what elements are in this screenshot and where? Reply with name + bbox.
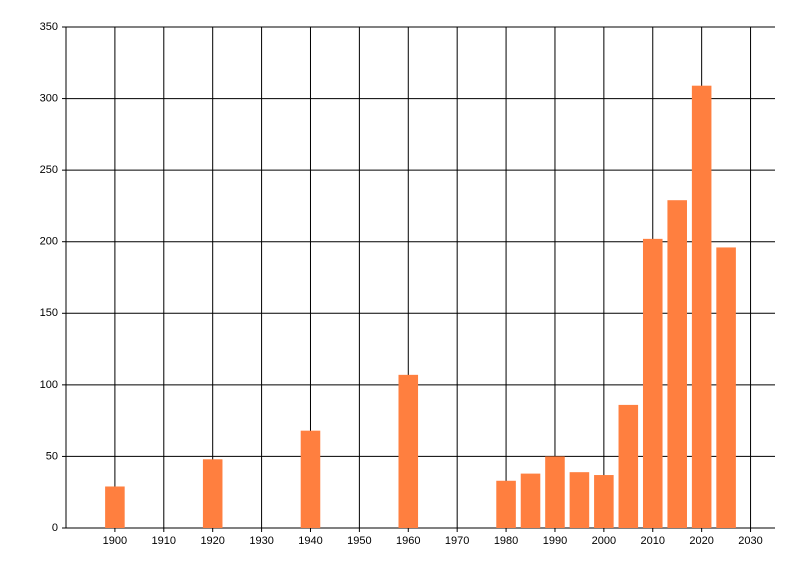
bar	[569, 472, 590, 528]
y-tick-label: 100	[40, 379, 58, 391]
bar	[398, 374, 419, 528]
bar	[105, 486, 125, 528]
x-tick-label: 1960	[396, 535, 420, 547]
bar	[545, 456, 565, 528]
x-tick-label: 1930	[249, 535, 273, 547]
x-tick-label: 2000	[592, 535, 616, 547]
x-tick-label: 1920	[200, 535, 224, 547]
bar	[520, 473, 541, 528]
y-tick-label: 350	[40, 21, 58, 33]
bar	[496, 480, 516, 528]
bar	[300, 430, 321, 528]
x-tick-label: 1900	[103, 535, 127, 547]
x-tick-label: 1950	[347, 535, 371, 547]
x-tick-label: 1970	[445, 535, 469, 547]
y-tick-label: 150	[40, 307, 58, 319]
bar	[594, 475, 614, 528]
x-tick-label: 2020	[689, 535, 713, 547]
y-tick-label: 0	[52, 522, 58, 534]
y-tick-label: 300	[40, 92, 58, 104]
x-tick-label: 2030	[738, 535, 762, 547]
x-tick-label: 1990	[543, 535, 567, 547]
x-tick-label: 1980	[494, 535, 518, 547]
y-tick-label: 250	[40, 164, 58, 176]
bar	[716, 247, 736, 528]
bar	[667, 200, 687, 528]
bar	[618, 404, 639, 528]
bar	[642, 238, 663, 528]
x-tick-label: 1940	[298, 535, 322, 547]
x-tick-label: 1910	[152, 535, 176, 547]
x-tick-label: 2010	[641, 535, 665, 547]
bar	[691, 85, 712, 528]
y-tick-label: 200	[40, 236, 58, 248]
bar	[202, 459, 223, 528]
y-tick-label: 50	[46, 450, 58, 462]
